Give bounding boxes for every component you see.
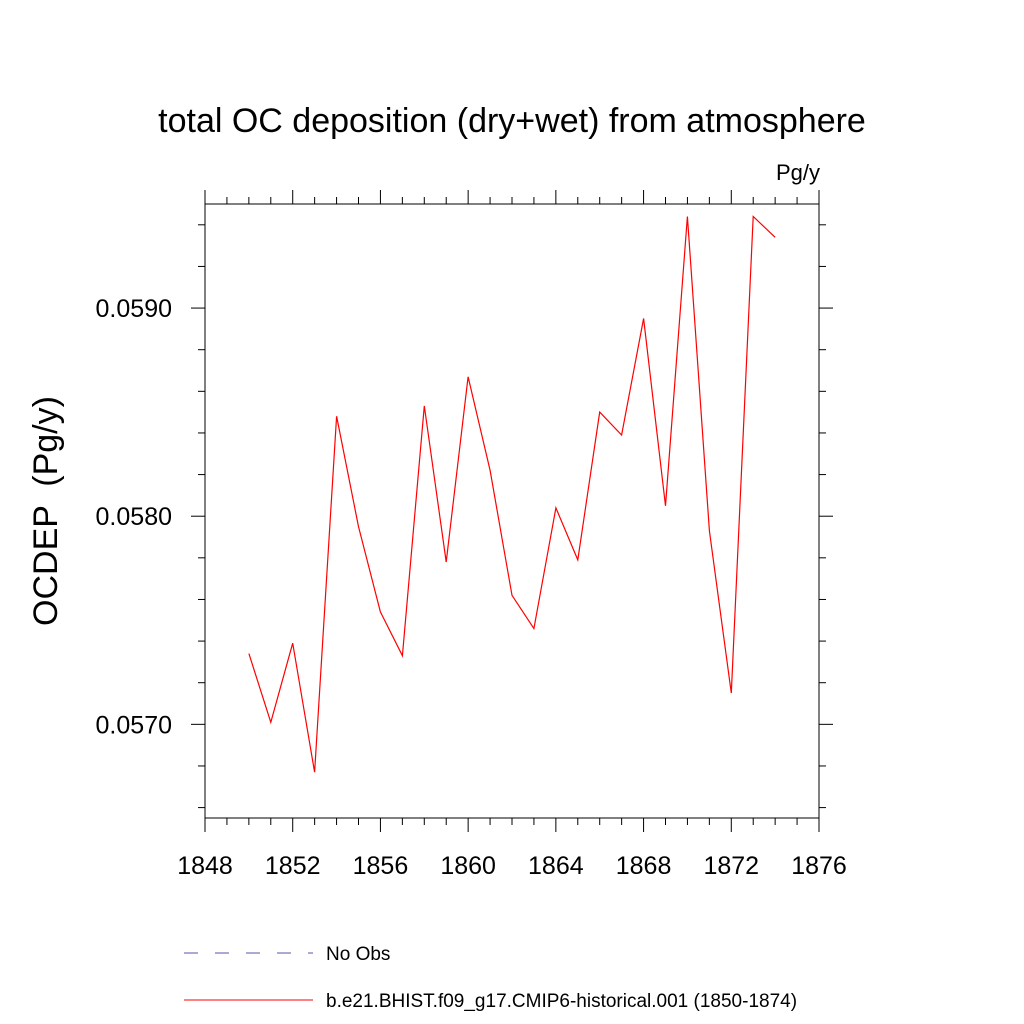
x-tick-label: 1864 (528, 852, 584, 880)
units-label: Pg/y (776, 160, 820, 185)
y-tick-label: 0.0580 (96, 503, 172, 531)
x-tick-label: 1868 (616, 852, 672, 880)
chart-title: total OC deposition (dry+wet) from atmos… (158, 102, 866, 140)
y-tick-label: 0.0570 (96, 711, 172, 739)
x-tick-label: 1848 (177, 852, 233, 880)
y-axis-ticks: 0.0570 0.0580 0.0590 (96, 224, 833, 809)
x-tick-label: 1876 (791, 852, 847, 880)
series-line (248, 215, 776, 773)
legend: No Obs b.e21.BHIST.f09_g17.CMIP6-historic… (184, 944, 797, 1012)
x-tick-label: 1856 (353, 852, 409, 880)
x-axis-ticks: 1848 1852 1856 1860 1864 1868 1872 1876 (177, 190, 847, 880)
y-tick-label: 0.0590 (96, 295, 172, 323)
y-axis-label: OCDEP (Pg/y) (27, 396, 65, 626)
legend-label: b.e21.BHIST.f09_g17.CMIP6-historical.001… (326, 991, 797, 1012)
x-tick-label: 1852 (265, 852, 321, 880)
x-tick-label: 1860 (440, 852, 496, 880)
x-tick-label: 1872 (703, 852, 759, 880)
legend-label: No Obs (326, 944, 390, 965)
plot-frame (204, 203, 820, 819)
series-layer (248, 215, 776, 773)
